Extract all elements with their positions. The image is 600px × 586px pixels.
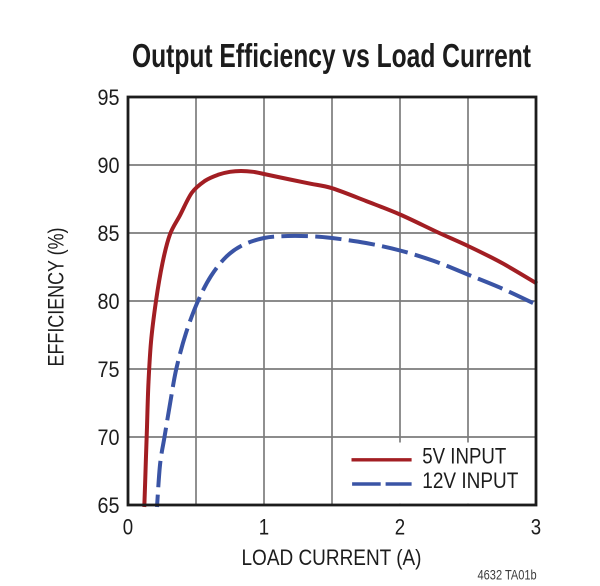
svg-text:1: 1 [259,515,269,540]
svg-text:Output Efficiency vs Load Curr: Output Efficiency vs Load Current [132,37,531,74]
svg-text:95: 95 [98,85,120,110]
svg-text:2: 2 [395,515,405,540]
svg-text:0: 0 [123,515,133,540]
svg-text:4632 TA01b: 4632 TA01b [478,566,537,582]
svg-text:5V INPUT: 5V INPUT [422,444,506,469]
svg-text:80: 80 [98,289,120,314]
svg-text:65: 65 [98,493,120,518]
svg-text:LOAD CURRENT (A): LOAD CURRENT (A) [242,545,422,570]
svg-text:3: 3 [531,515,541,540]
svg-text:EFFICIENCY (%): EFFICIENCY (%) [44,228,69,367]
svg-text:70: 70 [98,425,120,450]
svg-text:85: 85 [98,221,120,246]
svg-text:75: 75 [98,357,120,382]
svg-text:90: 90 [98,153,120,178]
svg-text:12V INPUT: 12V INPUT [422,468,518,493]
